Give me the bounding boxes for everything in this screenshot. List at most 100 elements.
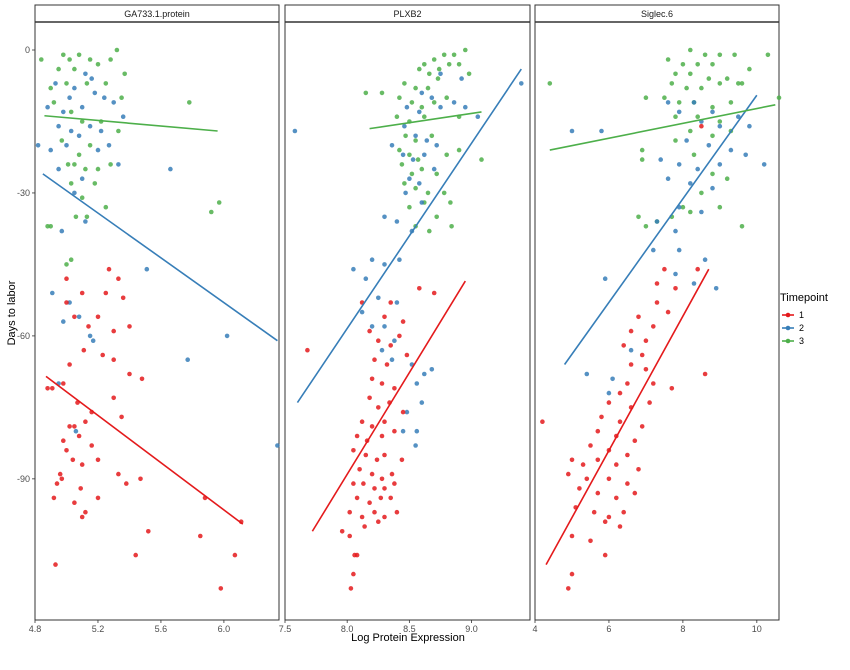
data-point-t2 <box>651 247 656 253</box>
data-point-t1 <box>218 586 224 591</box>
data-point-t1 <box>363 452 369 458</box>
data-point-t2 <box>73 428 79 434</box>
x-axis-title: Log Protein Expression <box>351 632 465 644</box>
data-point-t1 <box>86 324 91 329</box>
data-point-t1 <box>651 324 656 329</box>
data-point-t2 <box>92 90 98 96</box>
data-point-t2 <box>451 100 457 105</box>
data-point-t1 <box>72 500 77 506</box>
data-point-t3 <box>688 47 693 53</box>
data-point-t2 <box>676 109 682 115</box>
data-point-t1 <box>376 519 381 524</box>
data-point-t2 <box>402 123 407 129</box>
data-point-t3 <box>72 162 77 167</box>
data-point-t1 <box>639 352 645 358</box>
data-point-t1 <box>351 481 356 486</box>
data-point-t1 <box>379 476 385 482</box>
data-point-t1 <box>636 314 641 320</box>
data-point-t2 <box>76 133 82 139</box>
data-point-t2 <box>422 371 427 377</box>
data-point-t3 <box>67 57 72 62</box>
data-point-t3 <box>407 204 412 210</box>
fit-line-t1 <box>545 268 710 566</box>
data-point-t1 <box>569 571 575 577</box>
data-point-t2 <box>459 76 464 81</box>
data-point-t2 <box>414 428 420 434</box>
data-point-t1 <box>53 562 58 567</box>
data-point-t2 <box>120 114 126 119</box>
data-point-t1 <box>120 295 126 301</box>
data-point-t2 <box>688 181 693 186</box>
data-point-t2 <box>658 157 663 162</box>
data-point-t3 <box>684 85 689 91</box>
data-point-t3 <box>695 62 700 67</box>
data-point-t1 <box>352 552 357 558</box>
data-point-t1 <box>382 486 387 491</box>
data-point-t3 <box>451 52 457 58</box>
data-point-t3 <box>456 147 462 153</box>
data-point-t1 <box>379 433 385 439</box>
data-point-t1 <box>628 362 634 367</box>
fit-line-t1 <box>311 280 467 532</box>
data-point-t2 <box>673 228 678 234</box>
data-point-t2 <box>61 319 66 324</box>
data-point-t3 <box>209 209 214 215</box>
data-point-t1 <box>372 357 377 363</box>
data-point-t3 <box>119 95 124 100</box>
data-point-t2 <box>606 390 612 396</box>
data-point-t3 <box>68 109 74 115</box>
x-tick-label: 5.6 <box>155 624 168 634</box>
data-point-t2 <box>389 357 395 363</box>
data-point-t3 <box>114 47 120 53</box>
data-point-t2 <box>584 371 590 377</box>
data-point-t3 <box>76 52 82 58</box>
data-point-t3 <box>103 81 109 86</box>
data-point-t1 <box>198 533 203 539</box>
x-tick-label: 4.8 <box>29 624 42 634</box>
data-point-t2 <box>102 95 107 100</box>
data-point-t2 <box>106 143 112 148</box>
data-point-t1 <box>569 457 575 463</box>
data-point-t2 <box>351 266 356 272</box>
data-point-t1 <box>400 319 406 324</box>
data-point-t1 <box>378 495 384 501</box>
fit-line-t3 <box>44 114 218 132</box>
data-point-t3 <box>710 171 715 177</box>
x-tick-label: 6 <box>606 624 611 634</box>
data-point-t1 <box>354 433 360 439</box>
data-point-t3 <box>456 62 462 67</box>
data-point-t3 <box>691 152 697 158</box>
data-point-t1 <box>111 328 116 334</box>
data-point-t3 <box>446 62 452 67</box>
data-point-t1 <box>397 333 402 339</box>
data-point-t1 <box>362 524 367 529</box>
data-point-t1 <box>584 476 590 482</box>
data-point-t1 <box>359 419 365 425</box>
x-tick-label: 8.5 <box>403 624 416 634</box>
data-point-t1 <box>614 495 619 501</box>
data-point-t3 <box>409 171 415 177</box>
data-point-t2 <box>369 257 375 263</box>
data-point-t1 <box>116 471 121 477</box>
data-point-t3 <box>643 224 649 229</box>
y-tick-label: -90 <box>17 474 30 484</box>
points-group <box>540 47 782 591</box>
data-point-t1 <box>369 376 375 382</box>
data-point-t2 <box>665 176 671 181</box>
data-point-t3 <box>56 66 61 72</box>
data-point-t2 <box>728 147 734 153</box>
data-point-t2 <box>463 104 468 110</box>
data-point-t3 <box>449 224 454 229</box>
data-point-t3 <box>39 57 44 62</box>
data-point-t1 <box>400 409 406 415</box>
data-point-t1 <box>639 424 645 429</box>
points-group <box>35 47 280 591</box>
data-point-t3 <box>728 100 734 105</box>
data-point-t1 <box>64 448 69 453</box>
data-point-t2 <box>419 200 425 205</box>
data-point-t2 <box>394 219 400 224</box>
data-point-t1 <box>588 538 593 544</box>
data-point-t1 <box>369 471 375 477</box>
data-point-t3 <box>444 95 450 100</box>
data-point-t3 <box>409 100 415 105</box>
